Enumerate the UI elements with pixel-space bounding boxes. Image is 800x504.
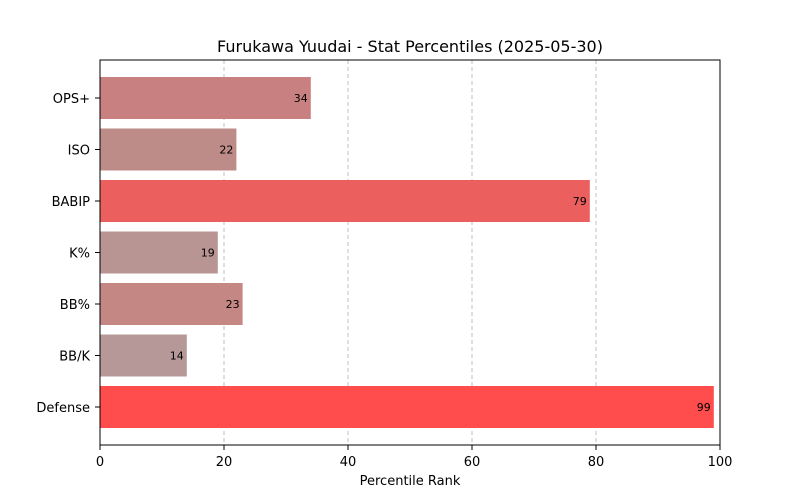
bar-value-label: 19: [201, 247, 215, 260]
x-tick-label: 100: [708, 455, 733, 470]
bar-value-label: 23: [226, 298, 240, 311]
x-tick-label: 40: [340, 455, 357, 470]
bar-value-label: 79: [573, 195, 587, 208]
x-axis-label: Percentile Rank: [360, 474, 461, 489]
category-label: Defense: [36, 401, 90, 416]
bar-value-label: 22: [219, 144, 233, 157]
x-tick-label: 60: [464, 455, 481, 470]
bar: [100, 231, 218, 274]
chart-title: Furukawa Yuudai - Stat Percentiles (2025…: [217, 37, 603, 56]
bar-layer: 34 22 79 19 23 14 99: [100, 77, 714, 428]
bar: [100, 128, 237, 171]
category-label: BB%: [60, 298, 90, 313]
x-tick-label: 0: [96, 455, 104, 470]
category-label: ISO: [68, 144, 90, 159]
category-label: BB/K: [59, 350, 90, 365]
bar-value-label: 14: [170, 350, 184, 363]
category-label: OPS+: [53, 92, 90, 107]
category-label: K%: [69, 247, 90, 262]
bar-value-label: 34: [294, 92, 308, 105]
bar: [100, 283, 243, 325]
bar-value-label: 99: [697, 401, 711, 414]
x-tick-label: 20: [216, 455, 233, 470]
x-tick-label: 80: [588, 455, 605, 470]
category-label: BABIP: [52, 195, 91, 210]
bar: [100, 334, 187, 377]
axis-layer: 0 20 40 60 80 100 OPS+ ISO BABIP K% BB% BB/K Defense: [36, 92, 732, 470]
bar: [100, 180, 590, 222]
bar: [100, 386, 714, 428]
bar: [100, 77, 311, 119]
